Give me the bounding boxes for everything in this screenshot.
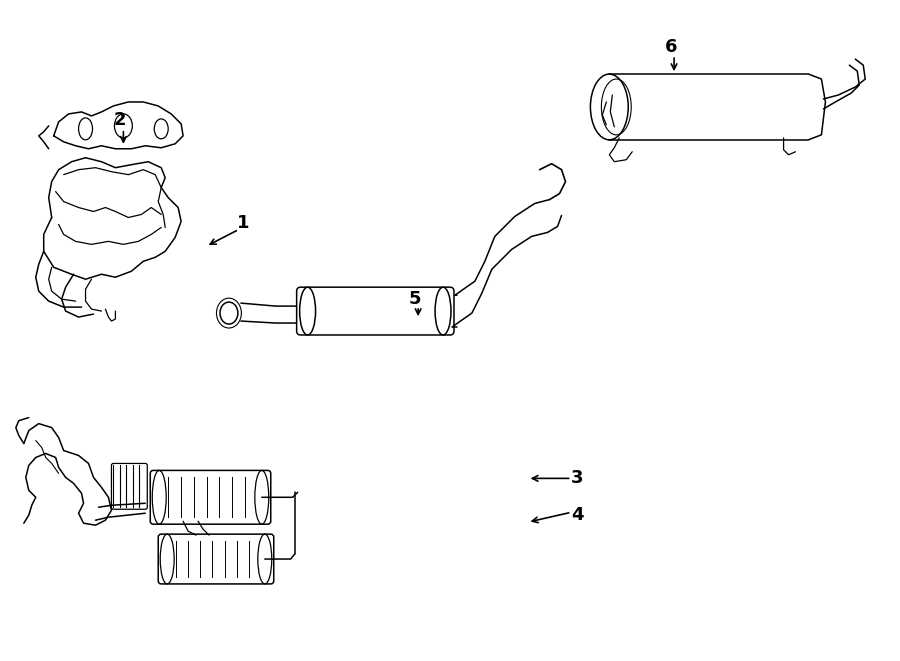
Text: 3: 3 [572,469,584,487]
Text: 5: 5 [409,290,421,308]
FancyBboxPatch shape [158,534,274,584]
FancyBboxPatch shape [150,471,271,524]
Text: 1: 1 [237,214,249,233]
FancyBboxPatch shape [297,287,454,335]
Text: 4: 4 [572,506,584,524]
Text: 6: 6 [665,38,678,56]
FancyBboxPatch shape [112,463,148,509]
Text: 2: 2 [113,111,126,129]
